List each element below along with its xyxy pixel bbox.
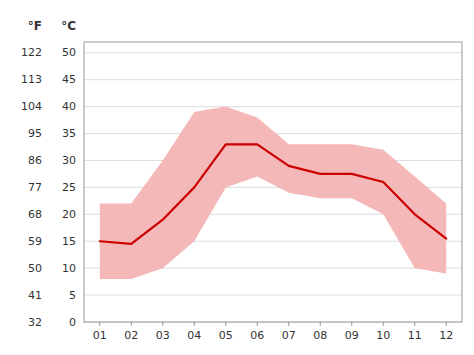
grid-line xyxy=(84,295,462,296)
x-tick-label: 05 xyxy=(219,329,233,342)
y2-axis: 32 41 50 59 68 77 86 95 104 113 122 °F xyxy=(21,19,42,329)
plot-area xyxy=(100,107,447,279)
x-axis: 01 02 03 04 05 06 07 08 09 10 11 12 xyxy=(93,322,454,342)
x-tick-label: 07 xyxy=(282,329,296,342)
mean-line xyxy=(100,144,447,244)
y-tick-label: 20 xyxy=(62,208,76,221)
x-tick-label: 11 xyxy=(408,329,422,342)
x-tick-label: 01 xyxy=(93,329,107,342)
x-tick-label: 10 xyxy=(376,329,390,342)
y-tick-label: 0 xyxy=(69,316,76,329)
y-tick-label: 5 xyxy=(69,289,76,302)
x-tick xyxy=(446,322,447,326)
x-tick xyxy=(383,322,384,326)
x-tick xyxy=(225,322,226,326)
y2-tick-label: 104 xyxy=(21,100,42,113)
y2-tick-label: 68 xyxy=(28,208,42,221)
grid-line xyxy=(84,79,462,80)
x-tick xyxy=(288,322,289,326)
y-axis-label: °C xyxy=(61,19,76,33)
x-tick-label: 09 xyxy=(345,329,359,342)
y2-tick-label: 95 xyxy=(28,127,42,140)
y-tick-label: 40 xyxy=(62,100,76,113)
x-tick xyxy=(257,322,258,326)
range-band xyxy=(100,107,447,279)
y-axis: 0 5 10 15 20 25 30 35 40 45 50 °C xyxy=(61,19,76,329)
y2-tick-label: 50 xyxy=(28,262,42,275)
x-tick xyxy=(99,322,100,326)
y2-tick-label: 59 xyxy=(28,235,42,248)
grid-line xyxy=(84,52,462,53)
grid xyxy=(84,53,462,322)
x-tick-label: 04 xyxy=(187,329,201,342)
y-tick-label: 45 xyxy=(62,73,76,86)
y2-tick-label: 86 xyxy=(28,154,42,167)
y-tick-label: 25 xyxy=(62,181,76,194)
y2-tick-label: 77 xyxy=(28,181,42,194)
x-tick-label: 02 xyxy=(124,329,138,342)
chart: 0102030405060708091011120510152025303540… xyxy=(0,0,474,355)
x-tick-label: 08 xyxy=(313,329,327,342)
y-tick-label: 50 xyxy=(62,46,76,59)
y-tick-label: 10 xyxy=(62,262,76,275)
x-tick-label: 12 xyxy=(439,329,453,342)
grid-line xyxy=(84,106,462,107)
x-tick xyxy=(194,322,195,326)
y2-axis-label: °F xyxy=(28,19,42,33)
y-tick-label: 30 xyxy=(62,154,76,167)
x-tick xyxy=(320,322,321,326)
y2-tick-label: 122 xyxy=(21,46,42,59)
x-tick xyxy=(414,322,415,326)
y-tick-label: 35 xyxy=(62,127,76,140)
x-tick xyxy=(131,322,132,326)
plot-frame xyxy=(84,42,462,322)
y2-tick-label: 32 xyxy=(28,316,42,329)
x-tick-label: 06 xyxy=(250,329,264,342)
x-tick xyxy=(351,322,352,326)
y2-tick-label: 113 xyxy=(21,73,42,86)
x-tick-label: 03 xyxy=(156,329,170,342)
x-tick xyxy=(162,322,163,326)
y-tick-label: 15 xyxy=(62,235,76,248)
y2-tick-label: 41 xyxy=(28,289,42,302)
